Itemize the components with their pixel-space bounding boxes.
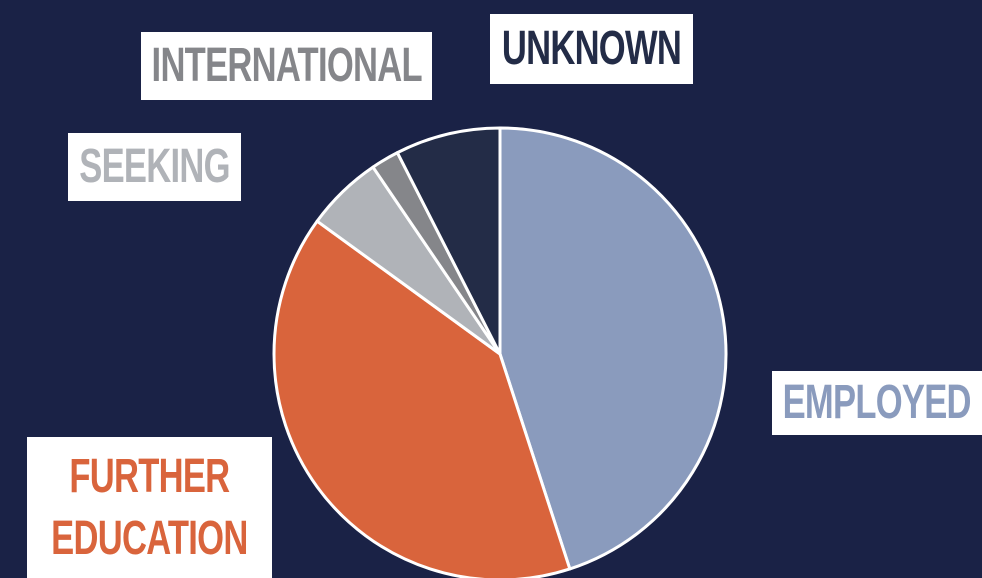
slice-label-text: INTERNATIONAL: [151, 39, 422, 92]
pie-slice: [272, 219, 572, 578]
pie-slice: [498, 126, 728, 571]
pie-slice: [395, 126, 502, 356]
slice-label: INTERNATIONAL: [141, 32, 432, 100]
slice-label: UNKNOWN: [490, 14, 693, 84]
slice-label: FURTHER EDUCATION: [27, 437, 272, 578]
slice-label-text: FURTHER EDUCATION: [51, 449, 248, 565]
slice-label-text: SEEKING: [79, 140, 230, 193]
slice-label-text: EMPLOYED: [782, 376, 972, 429]
slice-label: EMPLOYED: [772, 371, 982, 435]
slice-label-text: UNKNOWN: [501, 22, 682, 75]
slice-label: SEEKING: [68, 133, 241, 201]
